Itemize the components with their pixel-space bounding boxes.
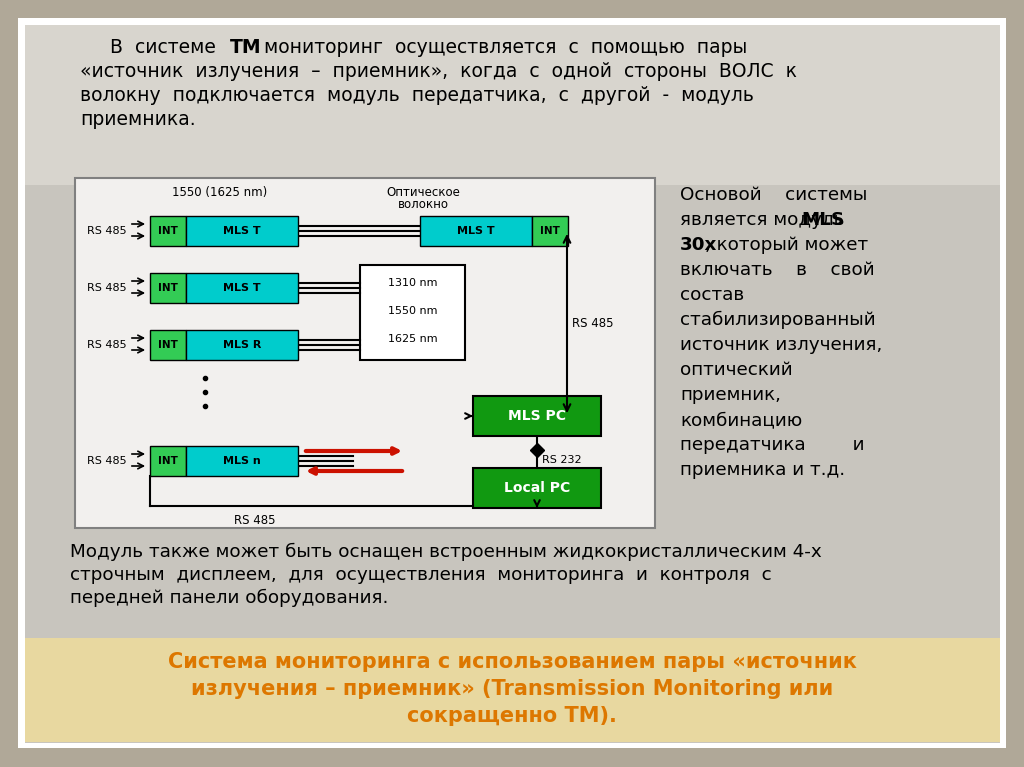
Text: INT: INT <box>158 456 178 466</box>
Text: INT: INT <box>540 226 560 236</box>
Bar <box>420 216 532 246</box>
Text: стабилизированный: стабилизированный <box>680 311 876 329</box>
Text: RS 485: RS 485 <box>572 317 613 330</box>
Text: 1625 nm: 1625 nm <box>388 334 437 344</box>
Text: является модуль: является модуль <box>680 211 850 229</box>
Bar <box>473 468 601 508</box>
Bar <box>150 216 186 246</box>
Text: INT: INT <box>158 340 178 350</box>
Text: , который может: , который может <box>705 236 867 254</box>
Text: Система мониторинга с использованием пары «источник: Система мониторинга с использованием пар… <box>168 652 856 672</box>
Bar <box>25 25 1000 185</box>
Bar <box>186 330 298 360</box>
Text: передней панели оборудования.: передней панели оборудования. <box>70 589 388 607</box>
Text: 30x: 30x <box>680 236 718 254</box>
Bar <box>150 330 186 360</box>
Text: INT: INT <box>158 283 178 293</box>
Text: оптический: оптический <box>680 361 793 379</box>
Text: «источник  излучения  –  приемник»,  когда  с  одной  стороны  ВОЛС  к: «источник излучения – приемник», когда с… <box>80 62 797 81</box>
Text: ТМ: ТМ <box>230 38 261 57</box>
Text: приемника и т.д.: приемника и т.д. <box>680 461 845 479</box>
Text: RS 232: RS 232 <box>542 455 582 465</box>
Text: MLS PC: MLS PC <box>508 409 566 423</box>
Text: сокращенно ТМ).: сокращенно ТМ). <box>408 706 616 726</box>
Bar <box>186 446 298 476</box>
Text: Модуль также может быть оснащен встроенным жидкокристаллическим 4-х: Модуль также может быть оснащен встроенн… <box>70 543 821 561</box>
Bar <box>75 178 655 528</box>
Text: состав: состав <box>680 286 744 304</box>
Text: MLS: MLS <box>802 211 845 229</box>
Text: Local PC: Local PC <box>504 481 570 495</box>
Text: 1550 nm: 1550 nm <box>388 306 437 316</box>
Bar <box>473 396 601 436</box>
Bar <box>186 273 298 303</box>
Text: комбинацию: комбинацию <box>680 411 802 429</box>
Text: RS 485: RS 485 <box>87 283 127 293</box>
Text: приемник,: приемник, <box>680 386 781 404</box>
Text: MLS T: MLS T <box>223 226 261 236</box>
Text: мониторинг  осуществляется  с  помощью  пары: мониторинг осуществляется с помощью пары <box>252 38 748 57</box>
Text: источник излучения,: источник излучения, <box>680 336 883 354</box>
Text: Основой    системы: Основой системы <box>680 186 867 204</box>
Text: включать    в    свой: включать в свой <box>680 261 874 279</box>
Text: В  системе: В системе <box>80 38 228 57</box>
Text: волокно: волокно <box>397 198 449 211</box>
Bar <box>150 273 186 303</box>
Text: MLS n: MLS n <box>223 456 261 466</box>
Bar <box>25 638 1000 742</box>
Text: INT: INT <box>158 226 178 236</box>
Text: RS 485: RS 485 <box>87 340 127 350</box>
Text: строчным  дисплеем,  для  осуществления  мониторинга  и  контроля  с: строчным дисплеем, для осуществления мон… <box>70 566 772 584</box>
Bar <box>150 446 186 476</box>
Text: MLS R: MLS R <box>223 340 261 350</box>
Text: передатчика        и: передатчика и <box>680 436 864 454</box>
Text: RS 485: RS 485 <box>87 226 127 236</box>
Text: волокну  подключается  модуль  передатчика,  с  другой  -  модуль: волокну подключается модуль передатчика,… <box>80 86 754 105</box>
Text: 1310 nm: 1310 nm <box>388 278 437 288</box>
Bar <box>532 216 568 246</box>
Bar <box>360 265 465 360</box>
Text: RS 485: RS 485 <box>87 456 127 466</box>
Text: Оптическое: Оптическое <box>386 186 460 199</box>
Bar <box>186 216 298 246</box>
Text: приемника.: приемника. <box>80 110 196 129</box>
Text: MLS T: MLS T <box>457 226 495 236</box>
Text: MLS T: MLS T <box>223 283 261 293</box>
Text: RS 485: RS 485 <box>234 514 275 527</box>
Text: излучения – приемник» (Transmission Monitoring или: излучения – приемник» (Transmission Moni… <box>190 679 834 699</box>
Text: 1550 (1625 nm): 1550 (1625 nm) <box>172 186 267 199</box>
